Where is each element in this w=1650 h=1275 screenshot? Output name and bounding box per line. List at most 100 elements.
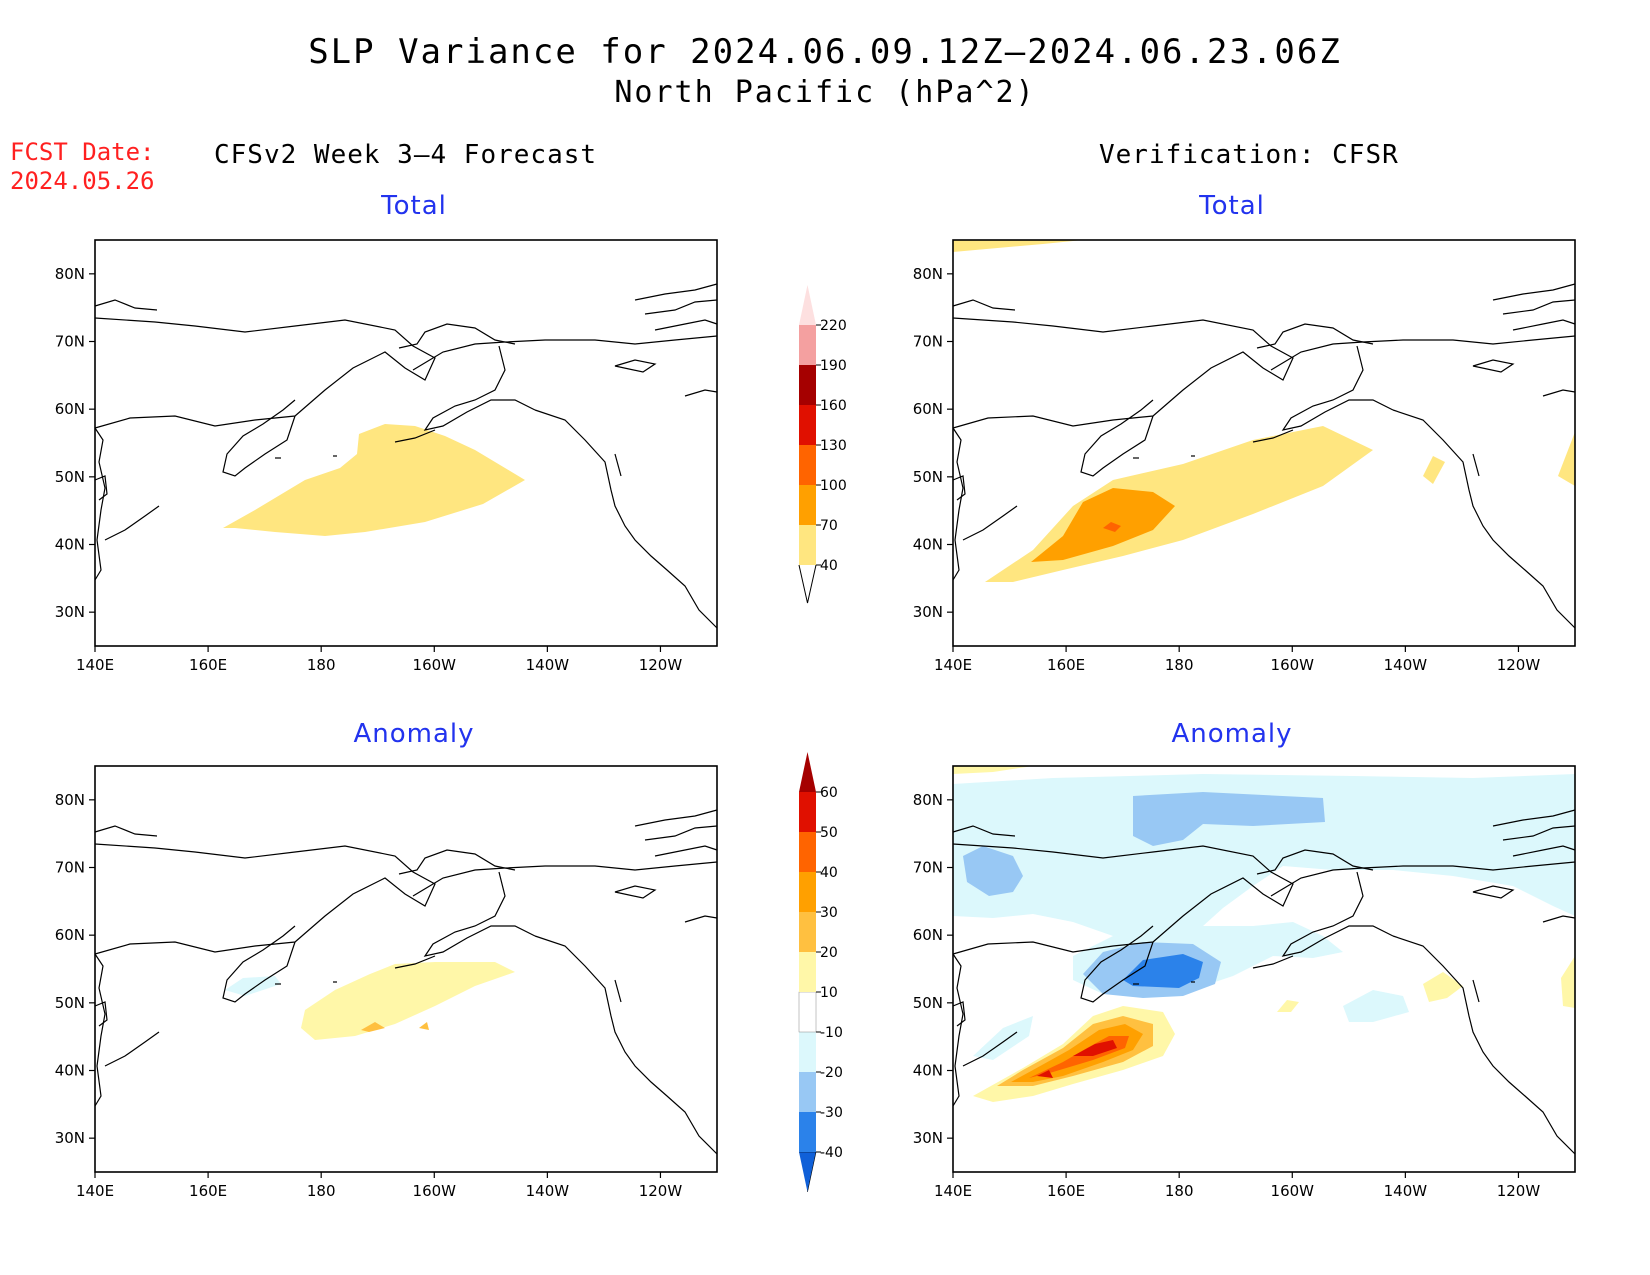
lat-tick-label: 50N [913,994,943,1012]
forecast-anomaly-contour-20a [361,1022,385,1032]
figure-subtitle: North Pacific (hPa^2) [614,75,1036,110]
lon-tick-label: 140E [934,1182,972,1200]
total-colorbar-swatch [799,405,816,445]
total-colorbar-label: 70 [820,518,838,534]
total-colorbar-label: 220 [820,318,847,334]
verification-anomaly-contour-neg10-sw [973,1016,1033,1060]
forecast-anomaly-title: Anomaly [353,719,475,749]
verification-total-contour-40-ne [1423,456,1445,484]
lat-tick-label: 30N [913,1129,943,1147]
anomaly-colorbar-top-end [799,752,816,792]
total-colorbar-label: 40 [820,558,838,574]
forecast-anomaly-contour-neg10 [225,976,281,996]
lat-tick-label: 30N [913,603,943,621]
forecast-anomaly-frame [94,765,718,1173]
forecast-total-lat-axis: 30N 40N 50N 60N 70N 80N [55,265,95,621]
lon-tick-label: 140W [1384,1182,1428,1200]
lat-tick-label: 50N [55,994,85,1012]
forecast-anomaly-lon-axis: 140E 160E 180 160W 140W 120W [76,1172,682,1200]
lon-tick-label: 160E [1047,1182,1085,1200]
total-colorbar-top-end [799,285,816,325]
anomaly-colorbar-swatch [799,1112,816,1152]
lon-tick-label: 180 [307,656,336,674]
lon-tick-label: 120W [1497,1182,1541,1200]
lat-tick-label: 30N [55,603,85,621]
lon-tick-label: 140E [76,656,114,674]
anomaly-colorbar-label: -30 [820,1105,843,1121]
anomaly-colorbar-swatch [799,1032,816,1072]
lon-tick-label: 160W [413,656,457,674]
lat-tick-label: 50N [913,468,943,486]
lat-tick-label: 60N [913,926,943,944]
lon-tick-label: 120W [639,656,683,674]
verification-total-lon-axis: 140E 160E 180 160W 140W 120W [934,646,1540,674]
total-colorbar-swatch [799,365,816,405]
forecast-total-contour-40 [223,424,525,536]
verification-total-contour-70 [1031,488,1175,562]
lat-tick-label: 40N [55,536,85,554]
verification-anomaly-contour-10-top [953,766,1033,774]
anomaly-colorbar-label: 20 [820,945,838,961]
verification-anomaly-contour-neg30 [1123,954,1203,988]
anomaly-colorbar-swatch [799,832,816,872]
anomaly-colorbar-label: 60 [820,785,838,801]
lon-tick-label: 140E [934,656,972,674]
lat-tick-label: 70N [55,859,85,877]
lat-tick-label: 50N [55,468,85,486]
total-colorbar-label: 130 [820,438,847,454]
lat-tick-label: 80N [913,791,943,809]
forecast-anomaly-panel: 140E 160E 180 160W 140W 120W 30N 40N 50N 60N 70N 8… [55,765,718,1200]
total-colorbar: 40 70 100 130 160 190 220 [798,285,847,604]
verification-total-title: Total [1199,191,1265,221]
verification-total-lat-axis: 30N 40N 50N 60N 70N 80N [913,265,953,621]
lon-tick-label: 140W [526,1182,570,1200]
anomaly-colorbar-bottom-end [799,1151,817,1193]
lat-tick-label: 80N [55,791,85,809]
lat-tick-label: 40N [913,536,943,554]
verification-anomaly-contour-neg10-se [1343,990,1409,1022]
lon-tick-label: 120W [1497,656,1541,674]
anomaly-colorbar-swatch [799,792,816,832]
lon-tick-label: 160E [1047,656,1085,674]
lon-tick-label: 160W [413,1182,457,1200]
verification-anomaly-contour-50 [1073,1040,1117,1056]
verification-total-contour-40-e [1558,432,1575,486]
lat-tick-label: 40N [55,1062,85,1080]
forecast-total-frame [94,239,718,647]
total-colorbar-swatch [799,325,816,365]
verification-anomaly-contour-neg20 [1133,792,1325,846]
lat-tick-label: 60N [55,926,85,944]
lon-tick-label: 160E [189,1182,227,1200]
total-colorbar-swatch [799,525,816,565]
anomaly-colorbar-label: 50 [820,825,838,841]
verification-total-contour-40-top [953,240,1083,252]
verification-anomaly-contour-10-c [1277,1000,1299,1012]
anomaly-colorbar-swatch [798,991,817,1033]
verification-anomaly-contour-neg10 [953,774,1575,946]
lat-tick-label: 70N [913,333,943,351]
verification-header: Verification: CFSR [1099,140,1399,170]
forecast-total-panel: 140E 160E 180 160W 140W 120W 30N 40N 50N 60N 70N 8… [55,239,718,674]
lon-tick-label: 160W [1271,1182,1315,1200]
anomaly-colorbar-label: 40 [820,865,838,881]
lon-tick-label: 140E [76,1182,114,1200]
forecast-date: FCST Date: 2024.05.26 [10,138,155,195]
total-colorbar-label: 160 [820,398,847,414]
verification-anomaly-title: Anomaly [1171,719,1293,749]
lon-tick-label: 120W [639,1182,683,1200]
lon-tick-label: 140W [526,656,570,674]
figure-title: SLP Variance for 2024.06.09.12Z–2024.06.… [308,32,1342,72]
verification-anomaly-contour-10-ne [1423,972,1463,1002]
lat-tick-label: 80N [55,265,85,283]
anomaly-colorbar-swatch [799,952,816,992]
total-colorbar-label: 100 [820,478,847,494]
lat-tick-label: 30N [55,1129,85,1147]
verification-anomaly-panel: 140E 160E 180 160W 140W 120W 30N 40N 50N 60N 70N 8… [913,765,1576,1200]
lat-tick-label: 60N [913,400,943,418]
anomaly-colorbar-label: 10 [820,985,838,1001]
anomaly-colorbar-label: -40 [820,1145,843,1161]
anomaly-colorbar-swatch [799,1072,816,1112]
anomaly-colorbar-label: -20 [820,1065,843,1081]
anomaly-colorbar-swatch [799,872,816,912]
lon-tick-label: 180 [1165,656,1194,674]
